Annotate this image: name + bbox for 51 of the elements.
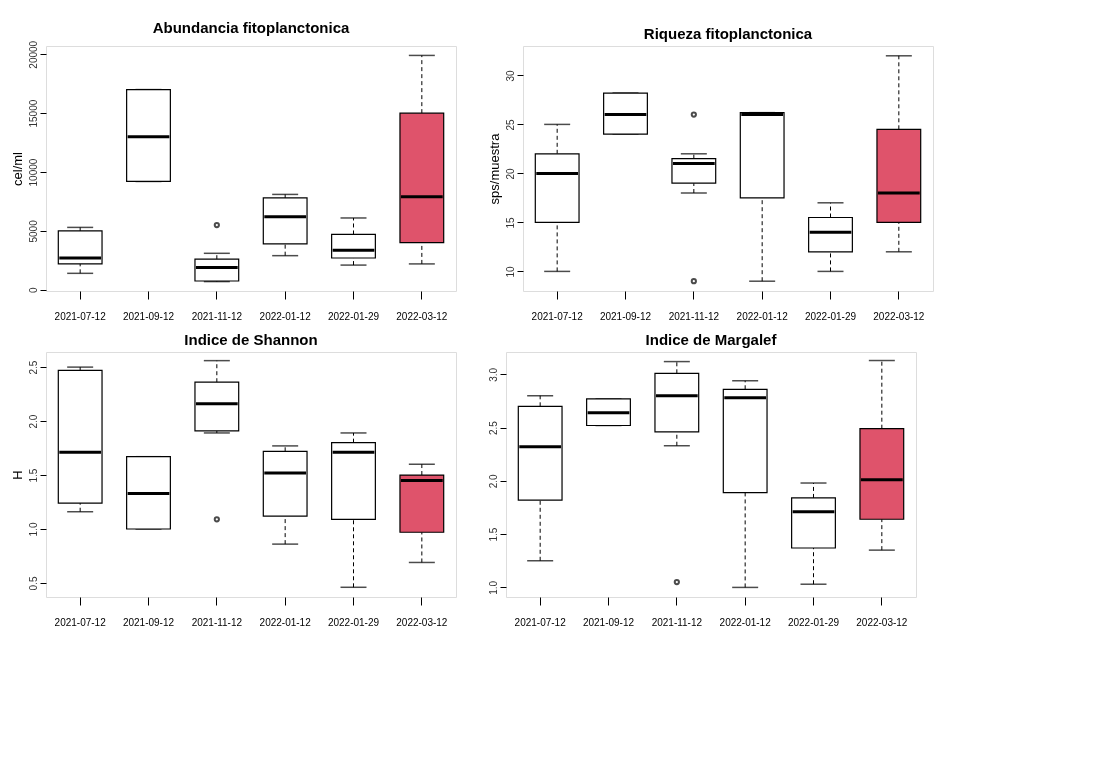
x-tick-label: 2021-11-12 xyxy=(191,310,243,322)
y-tick-label: 10 xyxy=(504,265,516,278)
y-tick-label: 1.0 xyxy=(487,580,499,595)
x-tick-label: 2021-07-12 xyxy=(531,310,584,322)
x-tick-label: 2021-09-12 xyxy=(582,616,635,628)
chart-title: Abundancia fitoplanctonica xyxy=(152,19,350,37)
x-tick-label: 2021-07-12 xyxy=(54,616,107,628)
x-tick-label: 2021-11-12 xyxy=(191,616,243,628)
y-tick-label: 2.5 xyxy=(27,360,39,375)
x-tick-label: 2022-01-29 xyxy=(787,616,840,628)
x-tick-label: 2021-09-12 xyxy=(122,310,175,322)
x-tick-label: 2021-07-12 xyxy=(514,616,567,628)
x-tick-label: 2021-11-12 xyxy=(668,310,720,322)
x-tick-label: 2022-03-12 xyxy=(396,310,448,322)
x-tick-label: 2022-01-29 xyxy=(327,616,380,628)
y-tick-label: 1.0 xyxy=(27,522,39,537)
y-axis-title: H xyxy=(9,470,25,480)
y-axis-title: sps/muestra xyxy=(486,132,502,205)
x-tick-label: 2022-03-12 xyxy=(873,310,925,322)
y-axis-title: cel/ml xyxy=(9,151,25,186)
x-tick-label: 2021-09-12 xyxy=(599,310,652,322)
x-tick-label: 2022-01-12 xyxy=(259,310,312,322)
chart-title: Indice de Margalef xyxy=(645,331,778,348)
y-tick-label: 10000 xyxy=(27,158,39,187)
x-tick-label: 2022-01-29 xyxy=(327,310,380,322)
y-tick-label: 2.0 xyxy=(27,414,39,429)
y-tick-label: 2.5 xyxy=(487,420,499,436)
x-tick-label: 2022-03-12 xyxy=(856,616,908,628)
x-tick-label: 2022-01-12 xyxy=(736,310,789,322)
y-tick-label: 1.5 xyxy=(487,527,499,542)
x-tick-label: 2021-09-12 xyxy=(122,616,175,628)
y-tick-label: 25 xyxy=(504,118,516,131)
y-tick-label: 0 xyxy=(27,287,39,294)
chart-title: Indice de Shannon xyxy=(184,331,318,348)
x-tick-label: 2021-11-12 xyxy=(651,616,703,628)
y-tick-label: 0.5 xyxy=(27,576,39,591)
x-tick-label: 2022-01-29 xyxy=(804,310,857,322)
x-tick-label: 2022-01-12 xyxy=(259,616,312,628)
y-tick-label: 20000 xyxy=(27,40,39,69)
y-tick-label: 15 xyxy=(504,216,516,229)
y-tick-label: 30 xyxy=(504,69,516,82)
x-tick-label: 2022-01-12 xyxy=(719,616,772,628)
x-tick-label: 2021-07-12 xyxy=(54,310,107,322)
y-tick-label: 20 xyxy=(504,167,516,180)
x-tick-label: 2022-03-12 xyxy=(396,616,448,628)
y-tick-label: 15000 xyxy=(27,99,39,128)
y-tick-label: 1.5 xyxy=(27,468,39,483)
y-tick-label: 3.0 xyxy=(487,367,499,382)
chart-title: Riqueza fitoplanctonica xyxy=(643,25,813,42)
y-tick-label: 2.0 xyxy=(487,474,499,489)
y-tick-label: 5000 xyxy=(27,219,39,243)
